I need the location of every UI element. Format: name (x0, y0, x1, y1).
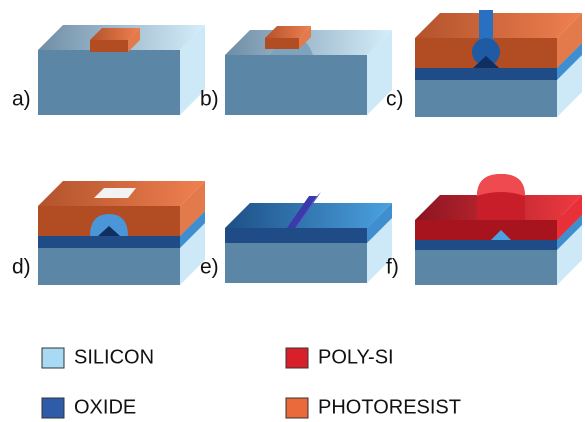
legend-swatch (285, 397, 309, 419)
panel (415, 174, 582, 285)
panel-label: b) (200, 88, 219, 111)
fin-base (473, 56, 499, 68)
block-side (180, 211, 205, 248)
block-side (180, 223, 205, 285)
block-top (265, 26, 311, 38)
block-front (38, 50, 180, 115)
panel (225, 26, 392, 115)
block-side (367, 218, 392, 283)
legend-label: OXIDE (74, 396, 136, 418)
block-front (415, 68, 557, 80)
block-front (225, 55, 367, 115)
fin-cap (472, 38, 500, 66)
gate-oxide (491, 230, 511, 240)
block-side (367, 203, 392, 243)
panel-label: f) (386, 256, 399, 279)
block-side (557, 215, 582, 250)
gate-line (287, 196, 317, 228)
block-side (557, 195, 582, 240)
block-side (128, 28, 140, 52)
panel-label: d) (12, 256, 31, 279)
legend-swatch (41, 347, 65, 369)
block-front (415, 240, 557, 250)
legend-swatch (41, 397, 65, 419)
gate-side (295, 192, 321, 228)
block-top (90, 28, 140, 40)
block-side (367, 30, 392, 115)
opening-top (94, 188, 136, 198)
panel (38, 25, 205, 115)
panel (225, 192, 392, 283)
block-side (557, 43, 582, 80)
block-front (90, 40, 128, 52)
panel (415, 10, 582, 117)
block-side (180, 181, 205, 236)
block-side (557, 225, 582, 285)
poly-ridge-top (477, 174, 525, 196)
block-front (225, 243, 367, 283)
legend-label: PHOTORESIST (318, 396, 461, 418)
block-side (299, 26, 311, 49)
panel-label: e) (200, 256, 219, 279)
legend-label: POLY-SI (318, 346, 394, 368)
legend-swatch (285, 347, 309, 369)
block-top (415, 13, 582, 38)
block-front (225, 228, 367, 243)
block-front (415, 250, 557, 285)
panel-label: a) (12, 88, 31, 111)
block-front (415, 220, 557, 240)
opening (90, 214, 128, 236)
fin-base (98, 226, 120, 236)
block-side (180, 25, 205, 115)
block-top (225, 203, 392, 228)
panel (38, 181, 205, 285)
block-side (557, 13, 582, 68)
block-front (265, 38, 299, 49)
block-front (38, 248, 180, 285)
panel-label: c) (386, 88, 404, 111)
legend-label: SILICON (74, 346, 154, 368)
block-front (38, 236, 180, 248)
block-side (557, 55, 582, 117)
block-front (415, 80, 557, 117)
